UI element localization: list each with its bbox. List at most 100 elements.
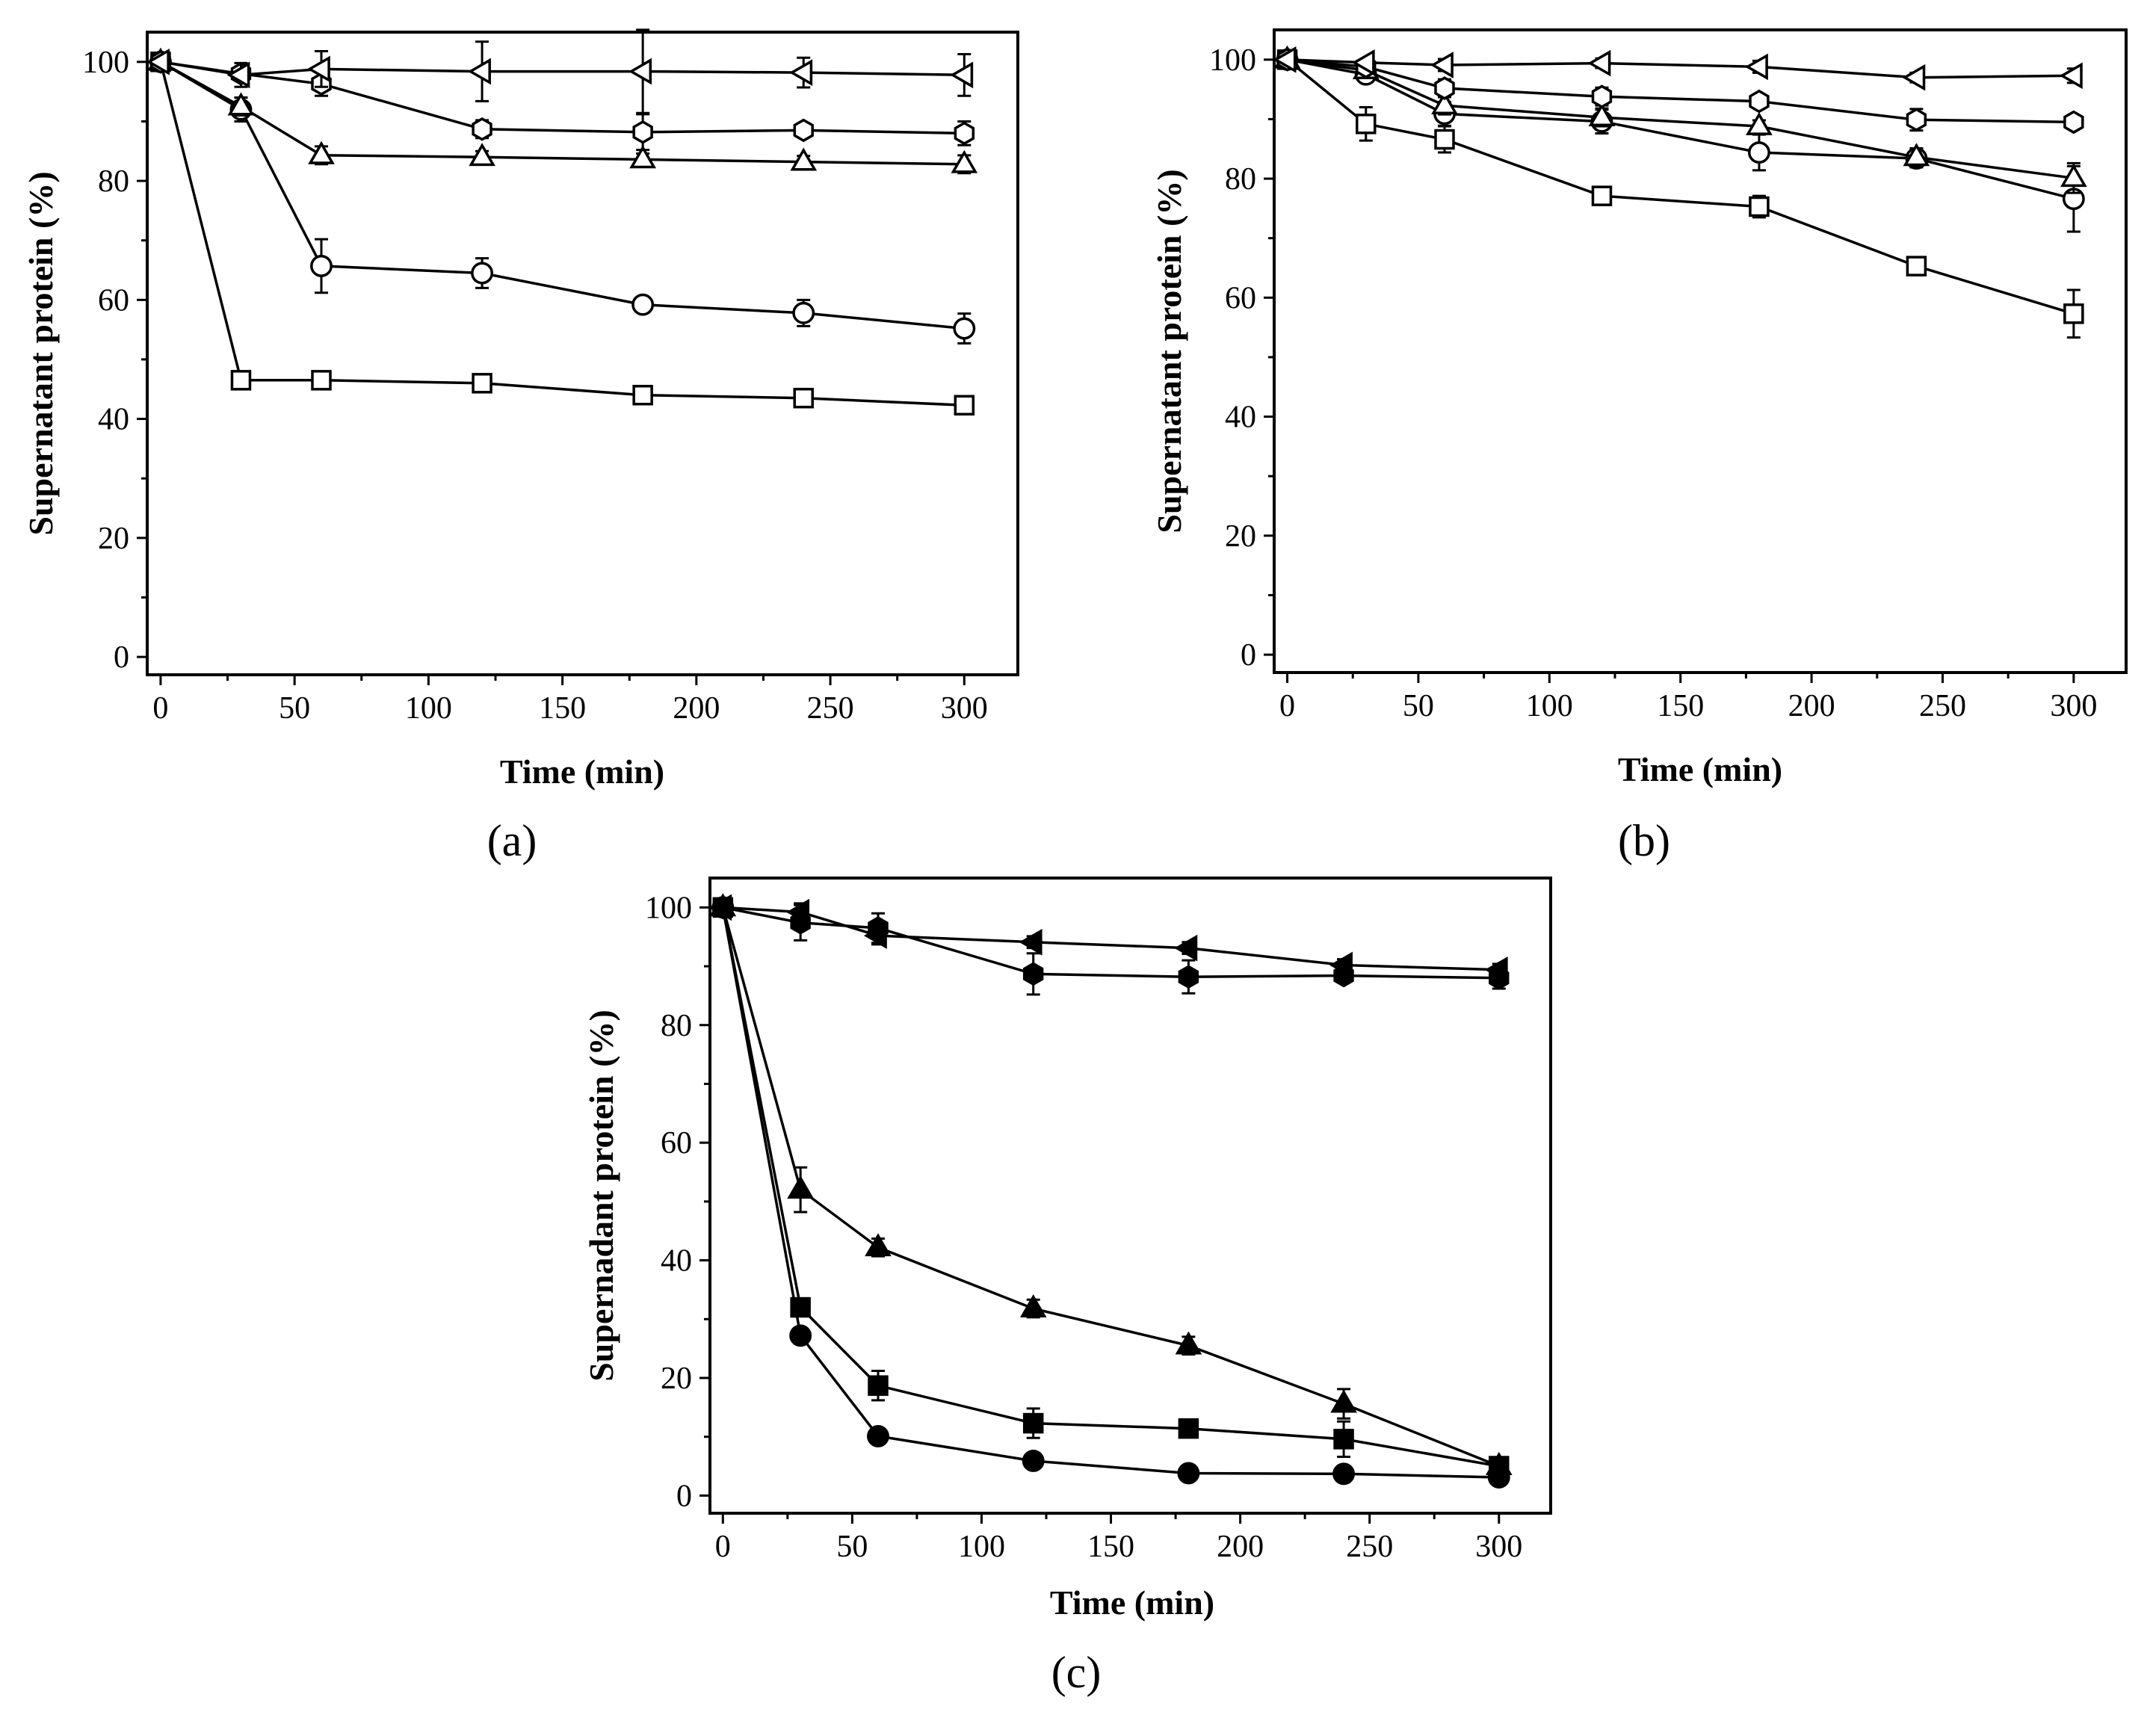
y-tick-label: 80: [98, 164, 129, 199]
data-point-square: [1333, 1429, 1354, 1450]
panel-label: (b): [1618, 816, 1670, 865]
data-point-triangle-up: [790, 147, 818, 171]
x-tick-label: 0: [1279, 689, 1295, 723]
data-point-square: [868, 1375, 889, 1396]
series-line: [1287, 58, 2074, 124]
y-tick-label: 40: [1225, 401, 1256, 435]
y-tick-label: 100: [1209, 43, 1256, 78]
x-tick-label: 300: [2050, 689, 2097, 723]
data-point-circle: [953, 317, 976, 340]
data-point-triangle-left: [1902, 64, 1926, 91]
y-tick-label: 20: [98, 522, 129, 556]
data-point-hexagon: [1434, 76, 1455, 100]
series-triangle-left: [708, 894, 1508, 983]
data-point-circle: [631, 293, 655, 316]
data-point-triangle-up: [1019, 1294, 1047, 1318]
data-point-triangle-left: [628, 58, 652, 85]
data-point-triangle-left: [146, 48, 170, 75]
data-point-triangle-left: [1351, 49, 1375, 76]
data-point-triangle-left: [1019, 928, 1043, 956]
y-tick-label: 0: [114, 640, 129, 675]
data-point-hexagon: [1906, 108, 1927, 132]
data-point-square: [793, 387, 814, 409]
y-tick-label: 60: [1225, 281, 1256, 315]
y-axis-title: Supernatant protein (%): [1150, 169, 1188, 533]
y-tick-label: 0: [676, 1479, 692, 1513]
data-point-circle: [1332, 1462, 1356, 1486]
x-tick-label: 100: [958, 1530, 1005, 1564]
data-point-hexagon: [632, 120, 653, 144]
series-circle: [149, 50, 976, 344]
x-axis-title: Time (min): [1618, 750, 1782, 788]
y-axis-title: Supernatant protein (%): [22, 171, 60, 535]
data-point-square: [1749, 196, 1770, 217]
data-point-hexagon: [1749, 89, 1770, 114]
data-point-triangle-left: [863, 922, 887, 949]
x-tick-label: 50: [836, 1530, 868, 1564]
x-tick-label: 100: [1526, 689, 1573, 723]
data-point-triangle-up: [308, 140, 335, 164]
x-tick-label: 200: [1788, 689, 1835, 723]
data-point-square: [1591, 185, 1613, 206]
series-line: [160, 61, 965, 330]
plot-frame: [146, 31, 1019, 676]
data-point-circle: [1022, 1450, 1045, 1472]
series-triangle-left: [146, 28, 974, 114]
x-tick-label: 150: [1087, 1530, 1134, 1564]
data-point-triangle-left: [786, 898, 810, 926]
series-square: [150, 52, 975, 416]
data-point-triangle-left: [1430, 52, 1454, 78]
data-point-circle: [1177, 1462, 1200, 1485]
data-point-triangle-left: [789, 59, 813, 87]
data-point-square: [230, 370, 252, 391]
data-point-triangle-left: [708, 894, 732, 921]
data-point-circle: [471, 262, 494, 285]
data-point-hexagon: [472, 117, 492, 141]
data-point-square: [954, 395, 975, 416]
data-point-square: [2063, 303, 2084, 324]
y-tick-label: 60: [98, 283, 129, 318]
data-point-triangle-up: [1485, 1451, 1513, 1475]
data-point-triangle-left: [1273, 46, 1297, 73]
data-point-square: [472, 373, 492, 394]
data-point-hexagon: [2063, 110, 2084, 135]
data-point-circle: [310, 254, 333, 277]
y-tick-label: 0: [1241, 638, 1256, 673]
data-point-triangle-up: [951, 149, 978, 173]
x-tick-label: 0: [715, 1530, 731, 1564]
x-tick-label: 50: [279, 691, 310, 726]
x-axis-title: Time (min): [500, 752, 664, 791]
data-point-triangle-up: [1431, 90, 1458, 115]
series-line: [1287, 58, 2075, 200]
series-line: [160, 61, 965, 77]
x-tick-label: 50: [1403, 689, 1434, 723]
series-line: [721, 906, 1500, 1468]
series-line: [723, 906, 1499, 971]
y-tick-label: 100: [645, 891, 692, 925]
series-line: [1287, 58, 2074, 79]
y-tick-label: 80: [1225, 162, 1256, 197]
panel-a: 0 50 100 150 200 250 300 0 20 40 60 80 100 Time (min…: [22, 28, 1019, 865]
y-tick-label: 40: [661, 1244, 692, 1279]
panel-b: 0 50 100 150 200 250 300 0 20 40 60 80 100 Time (min…: [1150, 28, 2128, 865]
series-circle: [711, 896, 1510, 1489]
data-point-triangle-left: [1744, 53, 1768, 81]
data-point-square: [1022, 1412, 1044, 1434]
data-point-square: [1906, 256, 1927, 276]
data-point-triangle-left: [1484, 956, 1508, 983]
x-tick-label: 200: [1217, 1530, 1264, 1564]
data-point-triangle-up: [865, 1233, 892, 1257]
y-tick-label: 80: [661, 1009, 692, 1043]
series-line: [160, 61, 965, 166]
x-tick-label: 200: [673, 691, 720, 726]
series-square: [1276, 49, 2084, 339]
data-point-hexagon: [793, 118, 814, 143]
y-tick-label: 60: [661, 1126, 692, 1161]
data-point-triangle-up: [469, 143, 495, 167]
plot-frame: [1273, 28, 2128, 674]
data-point-triangle-left: [306, 55, 330, 83]
x-tick-label: 250: [807, 691, 854, 726]
data-point-circle: [1747, 141, 1770, 164]
data-point-triangle-left: [468, 58, 491, 85]
x-tick-label: 150: [539, 691, 586, 726]
